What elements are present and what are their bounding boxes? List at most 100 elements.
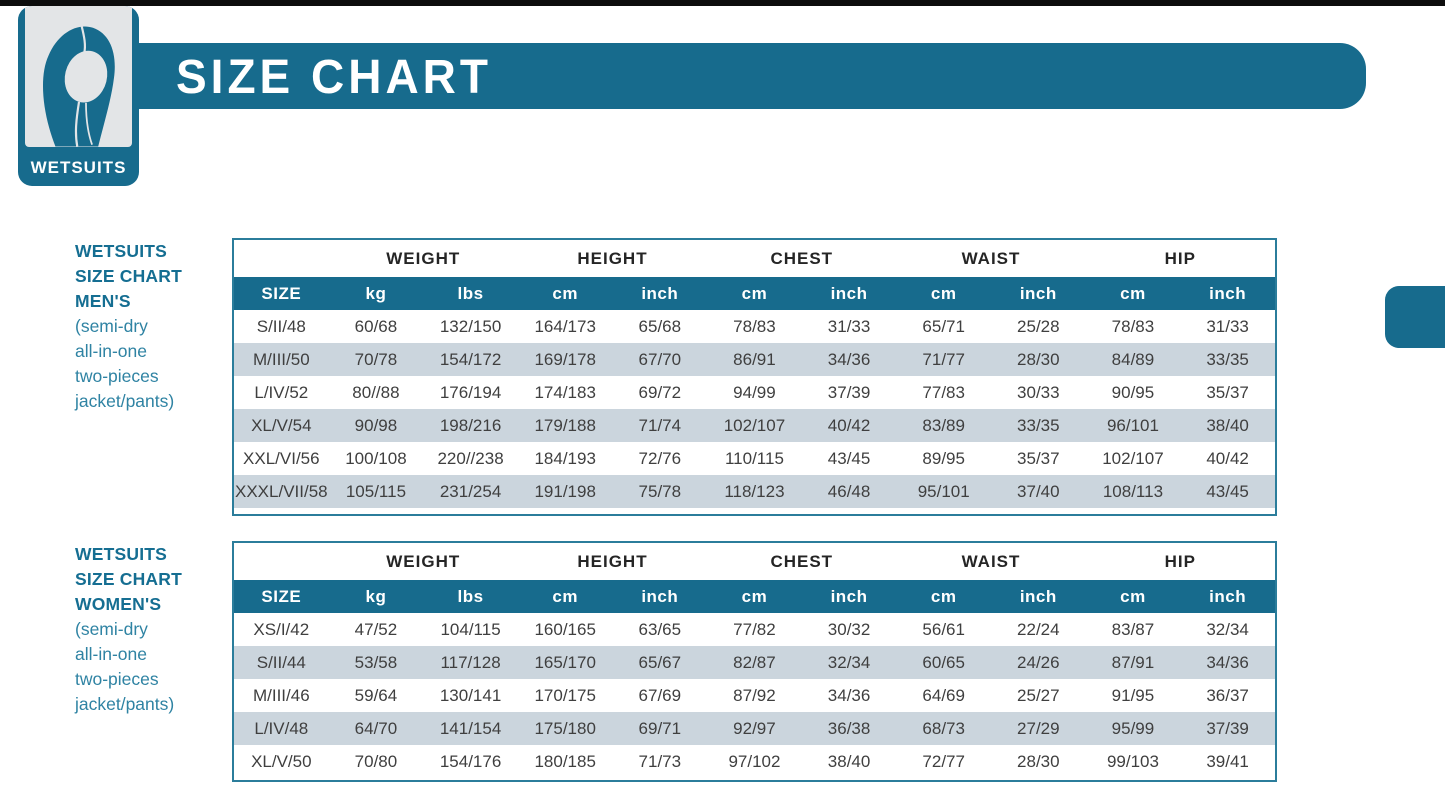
size-cell: L/IV/52 [254,382,309,402]
group-header-cell: CHEST [707,543,897,580]
size-cell: 31/33 [1206,316,1249,336]
size-cell: 65/68 [638,316,682,336]
group-header-cell [234,543,329,580]
size-cell: 108/113 [1102,481,1164,501]
size-row: S/II/44 53/58 117/128 165/170 65/67 82/87 32/3… [234,646,1275,679]
mens-size-table-body: S/II/48 60/68 132/150 164/173 65/68 78/83 31/3… [234,310,1275,508]
size-cell: 37/40 [1017,481,1060,501]
size-cell: 220//238 [437,448,504,468]
unit-header-cell: inch [612,580,708,613]
size-cell: 27/29 [1017,718,1060,738]
unit-header-cell: inch [801,277,897,310]
size-cell: 46/48 [827,481,871,501]
unit-header-cell: cm [707,277,802,310]
size-cell: XXL/VI/56 [243,448,320,468]
size-cell: 198/216 [439,415,502,435]
size-cell: S/II/44 [256,652,306,672]
group-header-cell: WEIGHT [328,240,518,277]
size-cell: 72/77 [922,751,965,771]
unit-header-cell: kg [328,580,424,613]
size-cell: 179/188 [534,415,596,435]
size-cell: 89/95 [922,448,965,468]
size-cell: 40/42 [1206,448,1249,468]
top-border-strip [0,0,1445,6]
size-row: XS/I/42 47/52 104/115 160/165 63/65 77/82 30/3… [234,613,1275,646]
unit-header-cell: inch [1180,580,1275,613]
size-cell: 35/37 [1017,448,1060,468]
unit-header-cell: inch [801,580,897,613]
section-title-line: WOMEN'S [75,594,162,614]
section-title: WETSUITS SIZE CHART MEN'S [75,239,230,314]
size-cell: 170/175 [534,685,596,705]
section-subtitle-line: jacket/pants) [75,694,175,714]
size-cell: 97/102 [728,751,781,771]
size-cell: 71/73 [638,751,682,771]
size-cell: 31/33 [827,316,871,336]
size-cell: 65/71 [922,316,965,336]
size-cell: XL/V/54 [251,415,312,435]
section-subtitle-line: jacket/pants) [75,391,175,411]
size-cell: 70/80 [354,751,398,771]
section-title-line: MEN'S [75,291,131,311]
unit-header-cell: lbs [423,277,518,310]
size-cell: 34/36 [827,349,871,369]
size-cell: 60/68 [354,316,398,336]
group-header-row: WEIGHT HEIGHT CHEST WAIST HIP [234,543,1275,580]
size-cell: 110/115 [724,448,784,468]
group-header-cell: CHEST [707,240,897,277]
size-cell: 191/198 [534,481,596,501]
size-cell: 77/83 [922,382,965,402]
size-cell: 94/99 [733,382,776,402]
unit-header-cell: cm [896,580,991,613]
size-cell: 32/34 [827,652,871,672]
size-row: XL/V/50 70/80 154/176 180/185 71/73 97/102 38/… [234,745,1275,778]
size-cell: 100/108 [345,448,407,468]
size-cell: 37/39 [1206,718,1249,738]
section-subtitle-line: all-in-one [75,341,147,361]
size-cell: 83/89 [922,415,965,435]
size-cell: 184/193 [534,448,596,468]
size-cell: 154/176 [439,751,502,771]
size-cell: 64/70 [354,718,398,738]
size-cell: 43/45 [1206,481,1249,501]
size-cell: 90/95 [1111,382,1155,402]
size-cell: 165/170 [534,652,596,672]
size-cell: 71/74 [638,415,682,435]
size-cell: 56/61 [922,619,965,639]
size-cell: 87/92 [733,685,776,705]
size-cell: 33/35 [1206,349,1249,369]
unit-header-cell: inch [991,277,1086,310]
size-cell: XS/I/42 [253,619,310,639]
unit-header-row: SIZE kg lbs cm inch cm inch cm inch cm inch [234,580,1275,613]
badge-icon-area [25,6,132,147]
size-cell: 38/40 [827,751,871,771]
size-cell: 63/65 [638,619,682,639]
size-cell: 59/64 [354,685,398,705]
page-title: SIZE CHART [176,48,492,104]
size-cell: 34/36 [827,685,871,705]
size-cell: 180/185 [534,751,596,771]
size-cell: 141/154 [439,718,502,738]
unit-header-cell: cm [707,580,802,613]
group-header-cell: WAIST [896,240,1086,277]
size-cell: 69/71 [638,718,682,738]
size-cell: 174/183 [534,382,596,402]
title-banner: SIZE CHART [128,43,1366,109]
group-header-cell: HIP [1085,543,1275,580]
size-cell: 25/28 [1017,316,1060,336]
size-cell: 67/70 [638,349,682,369]
womens-size-table-body: XS/I/42 47/52 104/115 160/165 63/65 77/82 30/3… [234,613,1275,778]
unit-header-cell: cm [896,277,991,310]
size-cell: 39/41 [1206,751,1249,771]
size-cell: 69/72 [638,382,682,402]
size-cell: 87/91 [1111,652,1155,672]
size-cell: 102/107 [1102,448,1164,468]
unit-header-cell: inch [991,580,1086,613]
group-header-cell: HEIGHT [517,240,708,277]
size-cell: 30/33 [1017,382,1060,402]
size-cell: 53/58 [354,652,398,672]
size-cell: M/III/46 [252,685,310,705]
section-subtitle: (semi-dry all-in-one two-pieces jacket/pant… [75,314,230,414]
unit-header-cell: kg [328,277,424,310]
